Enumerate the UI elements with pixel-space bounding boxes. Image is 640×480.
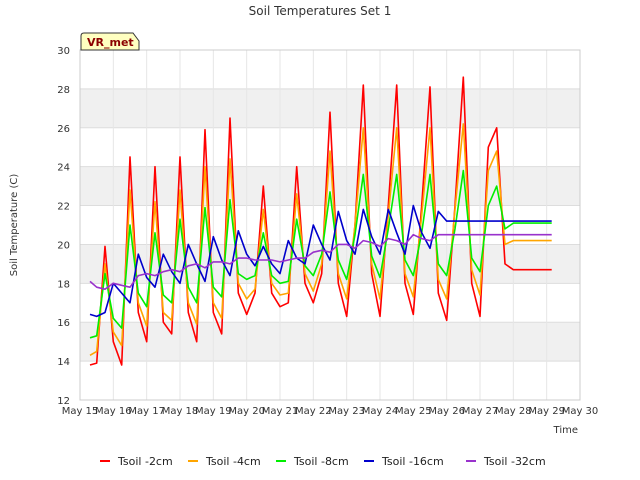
plot-band bbox=[80, 244, 580, 284]
legend-label: Tsoil -8cm bbox=[293, 455, 349, 468]
plot-area-frame bbox=[79, 49, 581, 401]
x-tick-label: May 28 bbox=[495, 406, 532, 417]
x-tick-label: May 26 bbox=[428, 406, 465, 417]
x-tick-label: May 15 bbox=[62, 406, 99, 417]
site-tag-badge: VR_met bbox=[80, 32, 140, 51]
y-axis-ticks: 12 14 16 18 20 22 24 26 28 30 bbox=[57, 46, 70, 407]
y-tick-label: 20 bbox=[57, 240, 70, 251]
series-line-tsoil-2cm bbox=[89, 76, 552, 366]
legend-label: Tsoil -4cm bbox=[205, 455, 261, 468]
legend-label: Tsoil -2cm bbox=[117, 455, 173, 468]
y-tick-label: 26 bbox=[57, 124, 70, 135]
x-tick-label: May 29 bbox=[528, 406, 565, 417]
site-tag-label: VR_met bbox=[87, 36, 134, 49]
x-axis-label: Time bbox=[553, 425, 578, 436]
legend-label: Tsoil -32cm bbox=[483, 455, 546, 468]
x-tick-label: May 21 bbox=[262, 406, 299, 417]
site-tag-shape bbox=[80, 32, 140, 51]
x-tick-label: May 18 bbox=[162, 406, 199, 417]
chart-title: Soil Temperatures Set 1 bbox=[249, 4, 392, 18]
x-tick-label: May 27 bbox=[462, 406, 499, 417]
y-tick-label: 28 bbox=[57, 85, 70, 96]
x-tick-label: May 23 bbox=[328, 406, 365, 417]
series-line-tsoil-8cm bbox=[89, 169, 552, 339]
y-tick-label: 14 bbox=[57, 357, 70, 368]
legend: Tsoil -2cm Tsoil -4cm Tsoil -8cm Tsoil -16c… bbox=[100, 455, 546, 468]
plot-band bbox=[80, 322, 580, 362]
x-tick-label: May 25 bbox=[395, 406, 432, 417]
legend-label: Tsoil -16cm bbox=[381, 455, 444, 468]
y-tick-label: 18 bbox=[57, 279, 70, 290]
x-tick-label: May 24 bbox=[362, 406, 399, 417]
x-tick-label: May 22 bbox=[295, 406, 332, 417]
series-line-tsoil-4cm bbox=[89, 123, 552, 356]
series-line-tsoil-16cm bbox=[89, 204, 552, 318]
y-axis-label: Soil Temperature (C) bbox=[9, 174, 20, 277]
y-tick-label: 16 bbox=[57, 318, 70, 329]
x-tick-label: May 30 bbox=[562, 406, 599, 417]
x-tick-label: May 20 bbox=[228, 406, 265, 417]
x-tick-label: May 17 bbox=[128, 406, 165, 417]
y-tick-label: 22 bbox=[57, 202, 70, 213]
y-tick-label: 12 bbox=[57, 396, 70, 407]
y-tick-label: 30 bbox=[57, 46, 70, 57]
series-lines bbox=[89, 76, 552, 366]
y-tick-label: 24 bbox=[57, 163, 70, 174]
x-tick-label: May 19 bbox=[195, 406, 232, 417]
x-tick-label: May 16 bbox=[95, 406, 132, 417]
series-line-tsoil-32cm bbox=[89, 233, 552, 291]
